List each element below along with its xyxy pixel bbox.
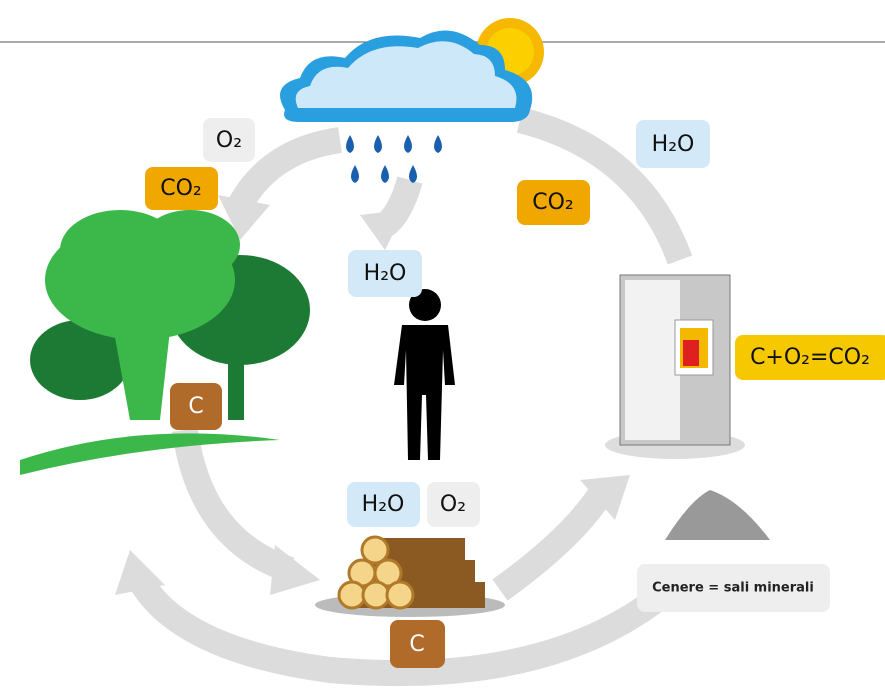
label: H₂O [364, 261, 407, 286]
label: C [409, 632, 424, 657]
label: Cenere = sali minerali [652, 581, 814, 596]
person [394, 289, 455, 460]
label: O₂ [216, 128, 242, 153]
logs [315, 537, 505, 617]
label: C+O₂=CO₂ [750, 345, 870, 370]
label: C [188, 394, 203, 419]
label: O₂ [440, 492, 466, 517]
label: H₂O [362, 492, 405, 517]
label: H₂O [652, 132, 695, 157]
stove [605, 275, 745, 459]
ash-pile [665, 490, 770, 540]
label: CO₂ [532, 190, 574, 215]
label: CO₂ [160, 176, 202, 201]
page: O₂ CO₂ H₂O CO₂ H₂O C+O₂=CO₂ C H₂O O₂ C C… [0, 0, 885, 693]
diagram: O₂ CO₂ H₂O CO₂ H₂O C+O₂=CO₂ C H₂O O₂ C C… [0, 0, 885, 693]
trees [20, 210, 310, 475]
rain [346, 135, 442, 183]
